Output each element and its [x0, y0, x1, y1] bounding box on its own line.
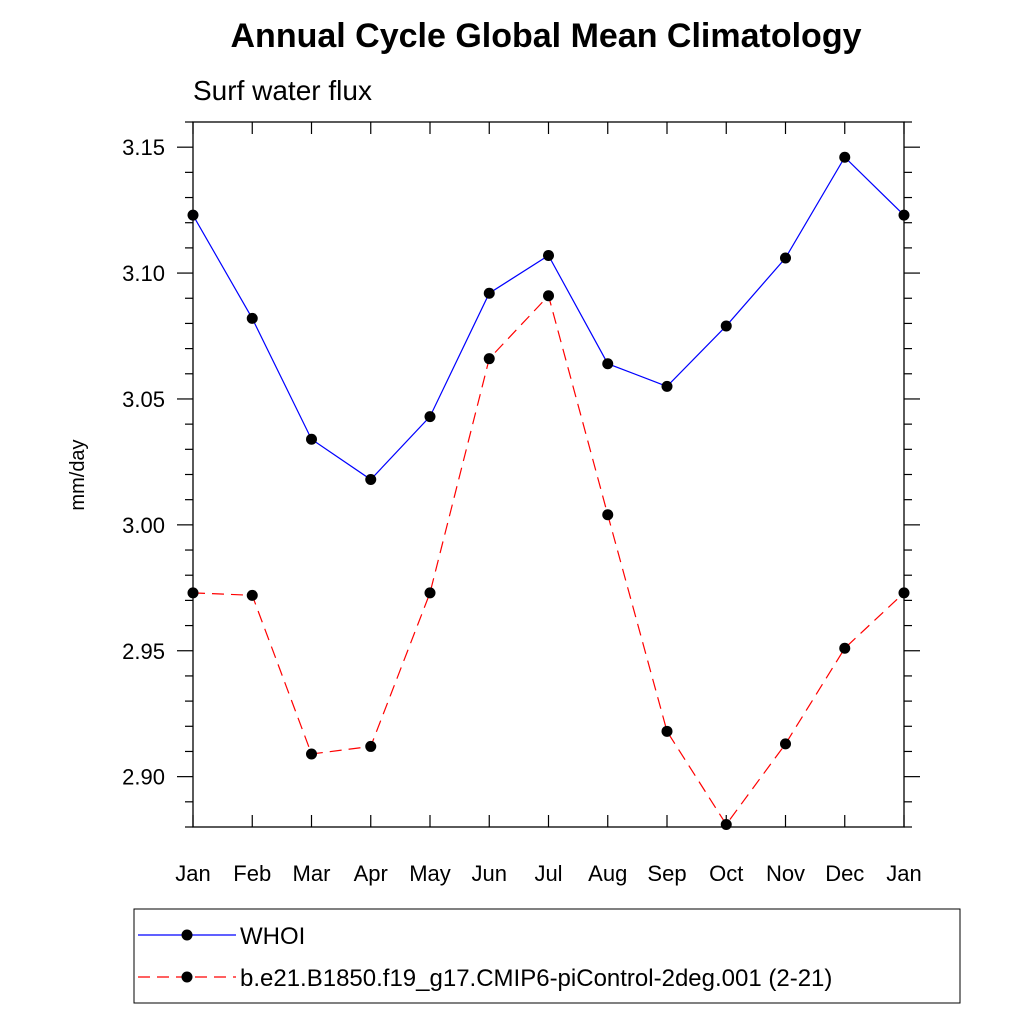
series-1-point: [661, 380, 673, 392]
legend-marker-2: [181, 971, 193, 983]
series-2-point: [780, 738, 791, 750]
x-tick-label: Sep: [647, 861, 686, 886]
series-2-point: [246, 589, 258, 601]
series-1-point: [839, 151, 851, 163]
x-tick-label: Apr: [354, 861, 388, 886]
legend-marker-1: [181, 929, 193, 941]
plot-frame: [192, 121, 905, 828]
series-1-point: [483, 287, 495, 299]
plot-layer: Jan Feb Mar Apr May Jun Jul Aug Sep Oct Nov Dec Jan 2…: [122, 121, 922, 886]
series-1-point: [602, 358, 614, 370]
series-1-point: [424, 411, 436, 423]
series-2-point: [720, 818, 732, 830]
y-tick-label: 3.00: [122, 513, 165, 538]
legend-box: [133, 908, 961, 1004]
series-1-point: [365, 474, 377, 486]
x-tick-label: Mar: [293, 861, 331, 886]
y-tick-label: 3.05: [122, 387, 165, 412]
x-tick-label: Jan: [175, 861, 210, 886]
series-1-point: [543, 249, 554, 261]
x-tick-label: Jul: [534, 861, 562, 886]
series-2-point: [839, 642, 851, 654]
x-tick-label: Nov: [766, 861, 805, 886]
series-1-point: [306, 433, 317, 445]
x-tick-label: Feb: [233, 861, 271, 886]
series-2-point: [306, 748, 317, 760]
y-tick-label: 3.10: [122, 261, 165, 286]
series-2-point: [543, 290, 554, 302]
chart-title: Annual Cycle Global Mean Climatology: [231, 17, 862, 55]
series-1-point: [720, 320, 732, 332]
x-tick-label: Jun: [472, 861, 507, 886]
x-tick-label: Dec: [825, 861, 864, 886]
y-tick-label: 2.90: [122, 765, 165, 790]
legend-label-1: WHOI: [240, 923, 305, 950]
x-tick-label: Oct: [709, 861, 743, 886]
series-2-point: [602, 509, 614, 521]
series-2-point: [661, 725, 673, 737]
series-line-2: [192, 294, 905, 826]
y-tick-label: 2.95: [122, 639, 165, 664]
series-2-point: [424, 587, 436, 599]
y-tick-label: 3.15: [122, 135, 165, 160]
x-tick-label: Aug: [588, 861, 627, 886]
legend: WHOI b.e21.B1850.f19_g17.CMIP6-piControl-…: [133, 908, 961, 1004]
series-1-point: [780, 252, 791, 264]
x-tick-label: Jan: [886, 861, 921, 886]
series-2-point: [483, 353, 495, 365]
x-tick-label: May: [409, 861, 451, 886]
legend-label-2: b.e21.B1850.f19_g17.CMIP6-piControl-2deg…: [240, 965, 832, 992]
series-2-point: [365, 740, 377, 752]
series-1-point: [246, 312, 258, 324]
chart-subtitle: Surf water flux: [193, 75, 372, 106]
series-line-1: [192, 156, 905, 481]
y-axis-label: mm/day: [67, 439, 89, 510]
